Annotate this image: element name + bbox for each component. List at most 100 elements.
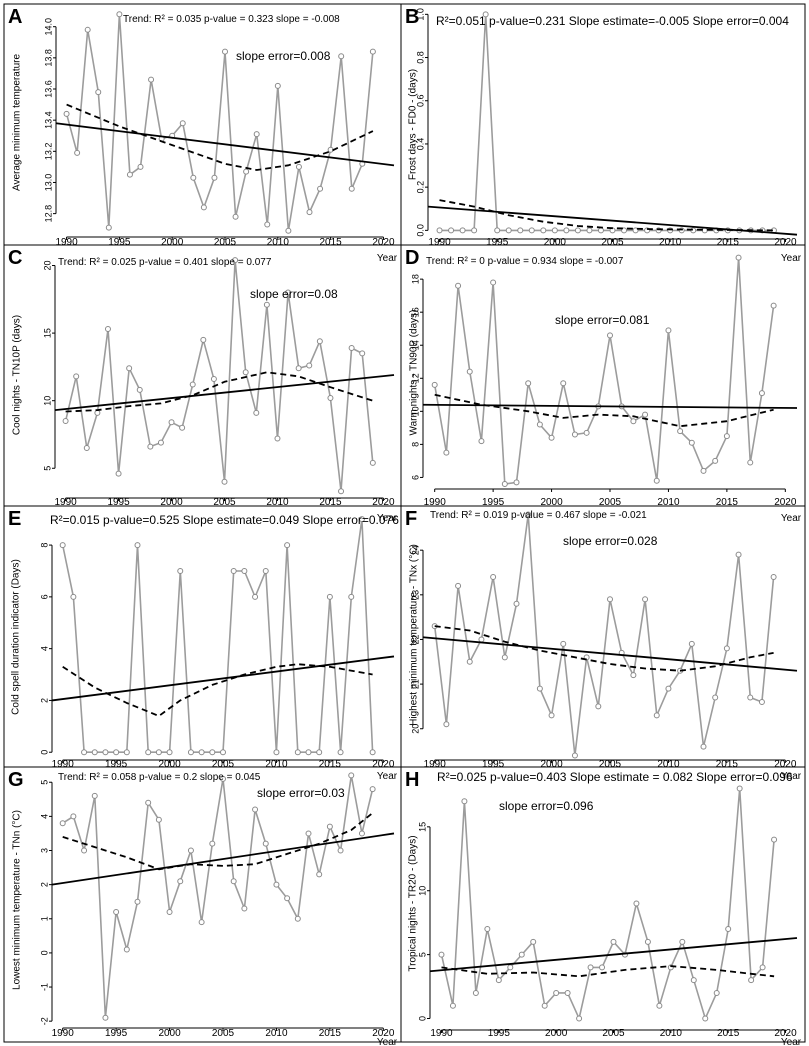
data-point [285,289,292,296]
data-point [200,336,207,343]
data-point [241,567,248,574]
data-point [242,369,249,376]
panel-c: C 1990 1995 2000 2005 2010 2015 2020 Year 5 10 15 20… [3,244,402,524]
y-tick-label: 0 [39,950,49,955]
x-tick-label: 2000 [540,759,563,770]
data-point [305,830,312,837]
data-point [211,174,218,181]
x-tick-label: 2020 [774,237,797,248]
data-point [665,685,672,692]
y-tick-label: 20 [410,724,420,734]
data-point [541,1002,548,1009]
data-point [525,380,532,387]
smooth-line [62,812,374,871]
x-tick-label: 2000 [161,237,184,248]
x-tick-label: 2015 [716,497,739,508]
data-point [189,381,196,388]
slope-error-text: slope error=0.03 [257,786,345,800]
slope-error-text: slope error=0.028 [563,534,658,548]
data-point [145,799,152,806]
y-axis-label: Cool nights - TN10P (days) [12,315,23,435]
data-point [285,227,292,234]
data-point [337,847,344,854]
data-point [536,421,543,428]
y-tick-label: 0.6 [415,94,425,107]
y-tick-label: 5 [42,466,52,471]
x-tick-label: 1995 [107,497,130,508]
data-point [252,593,259,600]
x-tick-label: 2015 [319,497,342,508]
data-point [770,302,777,309]
data-point [253,409,260,416]
smooth-line [65,371,374,413]
data-point [513,600,520,607]
data-point [713,989,720,996]
y-tick-label: 13.8 [43,49,53,67]
x-axis-label: Year [377,253,398,264]
data-point [642,411,649,418]
y-axis-label: Average minimum temperature [12,54,23,192]
data-point [102,749,109,756]
data-point [758,698,765,705]
y-tick-label: 12.8 [43,205,53,223]
panel-letter: D [405,247,419,269]
data-point [316,871,323,878]
x-tick-label: 2000 [540,497,563,508]
data-point [295,365,302,372]
x-tick-label: 1990 [428,237,451,248]
x-tick-label: 2000 [544,237,567,248]
data-point [136,386,143,393]
x-axis-label: Year [377,771,398,782]
y-tick-label: 2 [39,882,49,887]
data-point [478,636,485,643]
data-point [81,749,88,756]
data-point [348,593,355,600]
x-tick-label: 1990 [424,497,447,508]
data-point [507,964,514,971]
slope-error-text: slope error=0.096 [499,799,594,813]
y-tick-label: 2 [39,698,49,703]
x-tick-label: 2020 [774,497,797,508]
data-point [70,813,77,820]
data-point [712,457,719,464]
panel-d: D 1990 1995 2000 2005 2010 2015 2020 Year 6 8 10 12 1… [400,244,806,524]
data-point [436,227,443,234]
data-point [530,938,537,945]
data-point [455,582,462,589]
data-point [222,48,228,55]
data-point [748,977,755,984]
data-point [155,749,162,756]
data-point [653,477,660,484]
data-point [443,721,450,728]
y-tick-label: 4 [39,646,49,651]
x-tick-label: 2010 [265,759,288,770]
data-point [599,964,606,971]
data-point [690,977,697,984]
x-tick-label: 2010 [265,1028,288,1039]
data-point [369,459,376,466]
data-point [305,749,312,756]
data-point [230,567,237,574]
data-point [179,120,186,127]
x-axis-label: Year [781,771,802,782]
x-tick-label: 2010 [660,1028,683,1039]
y-tick-label: 23 [410,590,420,600]
data-point [632,227,639,234]
series-line [439,14,774,232]
data-point [758,390,765,397]
y-tick-label: 21 [410,679,420,689]
data-point [241,905,248,912]
y-tick-label: 22 [410,634,420,644]
data-point [327,394,334,401]
data-point [633,900,640,907]
series-line [440,788,775,1022]
data-point [63,110,70,117]
data-point [560,380,567,387]
data-point [198,749,205,756]
y-tick-label: 10 [410,406,420,416]
data-point [198,919,205,926]
data-point [147,443,154,450]
x-tick-label: 1995 [486,237,509,248]
data-point [736,785,743,792]
